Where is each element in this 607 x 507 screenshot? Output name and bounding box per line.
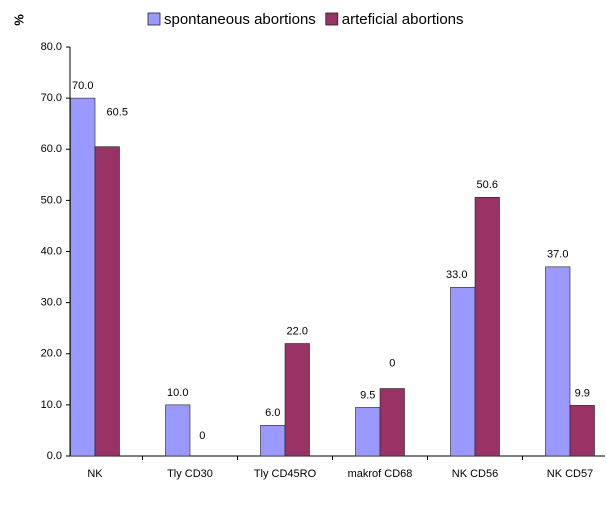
legend-label: arteficial abortions bbox=[342, 11, 464, 28]
value-label: 9.5 bbox=[360, 389, 375, 401]
annotation: 0 bbox=[389, 357, 395, 369]
bar bbox=[260, 425, 286, 457]
value-label: 22.0 bbox=[287, 325, 308, 337]
legend-swatch bbox=[147, 12, 161, 26]
y-tick-label: 60.0 bbox=[41, 143, 62, 155]
bar bbox=[545, 266, 571, 457]
x-tick-label: Tly CD45RO bbox=[254, 468, 317, 480]
value-label: 37.0 bbox=[547, 249, 568, 261]
x-tick-label: NK CD56 bbox=[452, 468, 498, 480]
bar bbox=[379, 388, 405, 457]
bar bbox=[569, 405, 595, 457]
y-tick-label: 20.0 bbox=[41, 348, 62, 360]
value-label: 9.9 bbox=[575, 387, 590, 399]
y-tick-label: 0.0 bbox=[47, 450, 62, 462]
y-tick-label: 70.0 bbox=[41, 92, 62, 104]
bar bbox=[450, 286, 476, 457]
value-label: 6.0 bbox=[265, 407, 280, 419]
x-tick-label: NK CD57 bbox=[547, 468, 593, 480]
value-label: 0 bbox=[199, 430, 205, 442]
x-tick-label: NK bbox=[87, 468, 103, 480]
bar bbox=[474, 197, 500, 457]
bar bbox=[355, 407, 381, 457]
x-tick-label: makrof CD68 bbox=[348, 468, 413, 480]
y-axis-label: % bbox=[11, 14, 26, 26]
bar bbox=[165, 404, 191, 457]
bar bbox=[94, 146, 120, 457]
value-label: 33.0 bbox=[446, 269, 467, 281]
value-label: 70.0 bbox=[72, 80, 93, 92]
value-label: 50.6 bbox=[477, 179, 498, 191]
bar bbox=[70, 97, 96, 457]
y-tick-label: 30.0 bbox=[41, 297, 62, 309]
bar bbox=[284, 343, 310, 457]
x-tick-label: Tly CD30 bbox=[167, 468, 213, 480]
value-label: 10.0 bbox=[167, 387, 188, 399]
y-tick-label: 80.0 bbox=[41, 41, 62, 53]
y-tick-label: 40.0 bbox=[41, 245, 62, 257]
y-tick-label: 50.0 bbox=[41, 194, 62, 206]
legend-label: spontaneous abortions bbox=[164, 11, 316, 28]
value-label: 60.5 bbox=[107, 107, 128, 119]
legend-swatch bbox=[325, 12, 339, 26]
y-tick-label: 10.0 bbox=[41, 399, 62, 411]
